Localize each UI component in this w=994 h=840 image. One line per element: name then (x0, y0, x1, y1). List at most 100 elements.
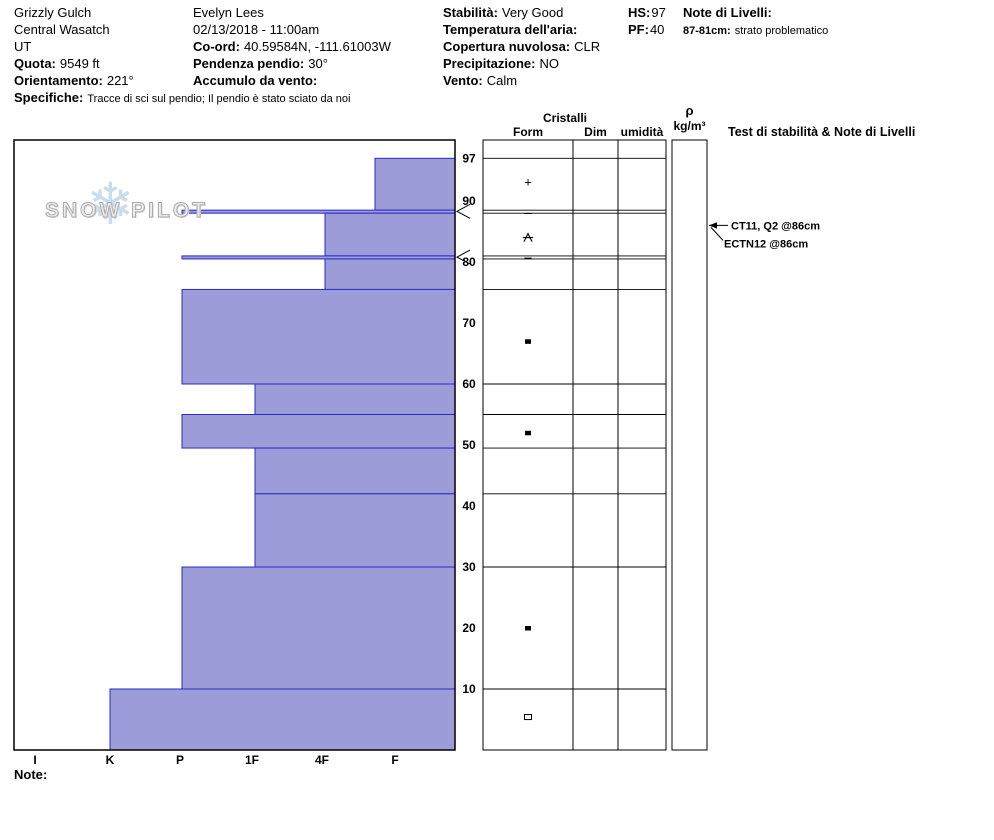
site-state: UT (14, 39, 32, 54)
coordinates-value: 40.59584N, -111.61003W (243, 39, 391, 54)
thin-layer-marker (455, 249, 471, 265)
hardness-axis-label: P (176, 753, 184, 767)
test-arrowhead (709, 222, 717, 229)
stability-tests-header: Test di stabilità & Note di Livelli (728, 125, 916, 139)
precipitation-label: Precipitazione: (443, 56, 536, 71)
layer-note-entry: 87-81cm: strato problematico (683, 24, 828, 39)
stability-value: Very Good (501, 5, 564, 20)
hardness-axis-label: I (33, 753, 36, 767)
elevation-label: Quota: (14, 56, 56, 71)
depth-tick-label: 30 (462, 560, 476, 574)
aspect-line: Orientamento: 221° (14, 73, 134, 88)
snow-layer-bar (181, 566, 456, 690)
crystal-symbol-dash: – (524, 205, 532, 220)
wind-label: Vento: (443, 73, 483, 88)
precipitation-line: Precipitazione: NO (443, 56, 559, 71)
snow-layer-bar (374, 157, 456, 211)
pit-depth-line: PF:40 (628, 22, 664, 37)
layer-notes-label: Note di Livelli: (683, 5, 772, 20)
stability-line: Stabilità: Very Good (443, 5, 563, 20)
depth-tick-label: 60 (462, 377, 476, 391)
precipitation-value: NO (539, 56, 559, 71)
site-region: Central Wasatch (14, 22, 110, 37)
depth-tick-label: 10 (462, 682, 476, 696)
sky-cover-value: CLR (574, 39, 601, 54)
depth-tick-label: 80 (462, 255, 476, 269)
hardness-axis-label: 4F (315, 753, 329, 767)
depth-tick-label: 40 (462, 499, 476, 513)
crystal-symbol-square-filled (525, 339, 531, 344)
layer-notes-header: Note di Livelli: (683, 5, 772, 20)
wind-loading-label: Accumulo da vento: (193, 73, 318, 88)
snow-layer-bar (324, 258, 456, 290)
crystal-symbol-square-filled (525, 430, 531, 436)
observer-name: Evelyn Lees (193, 5, 264, 20)
slope-angle-value: 30° (308, 56, 328, 71)
observation-datetime: 02/13/2018 - 11:00am (193, 22, 320, 37)
layer-note-depth: 87-81cm: (683, 25, 731, 37)
note-footer-label: Note: (14, 767, 48, 782)
depth-tick-label: 20 (462, 621, 476, 635)
stability-label: Stabilità: (443, 5, 498, 20)
hardness-axis-label: F (391, 753, 398, 767)
depth-tick-label: 70 (462, 316, 476, 330)
elevation-line: Quota: 9549 ft (14, 56, 100, 71)
site-name: Grizzly Gulch (14, 5, 92, 20)
thin-layer-marker (455, 203, 471, 219)
snow-height-label: HS: (628, 5, 651, 20)
specifics-label: Specifiche: (14, 90, 84, 105)
density-column-border (671, 139, 708, 751)
density-column-header: ρ (685, 103, 694, 118)
snow-layer-bar (254, 493, 456, 568)
specifics-line: Specifiche: Tracce di sci sul pendio; Il … (14, 90, 351, 107)
wind-loading-line: Accumulo da vento: (193, 73, 321, 88)
humidity-column-header: umidità (620, 125, 664, 139)
crystal-symbol-plus: + (524, 175, 532, 190)
specifics-value: Tracce di sci sul pendio; Il pendio è st… (87, 93, 351, 105)
crystal-symbol-mixed-forms (523, 232, 533, 242)
snow-layer-bar (324, 212, 456, 257)
coordinates-label: Co-ord: (193, 39, 240, 54)
depth-tick-label: 50 (462, 438, 476, 452)
aspect-label: Orientamento: (14, 73, 103, 88)
hardness-axis-label: K (106, 753, 115, 767)
test-leader-line (710, 227, 724, 241)
elevation-value: 9549 ft (59, 56, 100, 71)
density-unit-header: kg/m³ (673, 119, 706, 133)
crystals-column-header: Cristalli (542, 111, 587, 125)
air-temp-line: Temperatura dell'aria: (443, 22, 581, 37)
crystal-grid-border (482, 139, 667, 751)
coordinates-line: Co-ord: 40.59584N, -111.61003W (193, 39, 391, 54)
crystal-symbol-dash: – (524, 250, 532, 265)
stability-test-label: CT11, Q2 @86cm (731, 220, 820, 232)
snow-layer-bar (254, 447, 456, 495)
wind-value: Calm (486, 73, 518, 88)
snow-height-line: HS:97 (628, 5, 666, 20)
depth-tick-label: 90 (462, 194, 476, 208)
slope-angle-label: Pendenza pendio: (193, 56, 305, 71)
air-temp-label: Temperatura dell'aria: (443, 22, 578, 37)
snow-height-value: 97 (651, 5, 666, 20)
layer-note-text: strato problematico (734, 25, 829, 37)
profile-chart-border (13, 139, 456, 751)
aspect-value: 221° (106, 73, 134, 88)
slope-angle-line: Pendenza pendio: 30° (193, 56, 328, 71)
hardness-axis-label: 1F (245, 753, 259, 767)
dimension-column-header: Dim (584, 125, 607, 139)
depth-tick-label: 97 (462, 151, 476, 165)
crystal-symbol-square-filled (525, 626, 531, 631)
snow-layer-bar (254, 383, 456, 415)
form-column-header: Form (513, 125, 543, 139)
snow-layer-bar (109, 688, 456, 751)
sky-cover-line: Copertura nuvolosa: CLR (443, 39, 600, 54)
crystal-symbol-square-open (524, 714, 532, 721)
stability-test-label: ECTN12 @86cm (724, 238, 808, 250)
snow-layer-bar (181, 288, 456, 385)
sky-cover-label: Copertura nuvolosa: (443, 39, 571, 54)
snow-layer-bar (181, 414, 456, 449)
pit-depth-value: 40 (649, 22, 665, 37)
pit-depth-label: PF: (628, 22, 649, 37)
wind-line: Vento: Calm (443, 73, 517, 88)
